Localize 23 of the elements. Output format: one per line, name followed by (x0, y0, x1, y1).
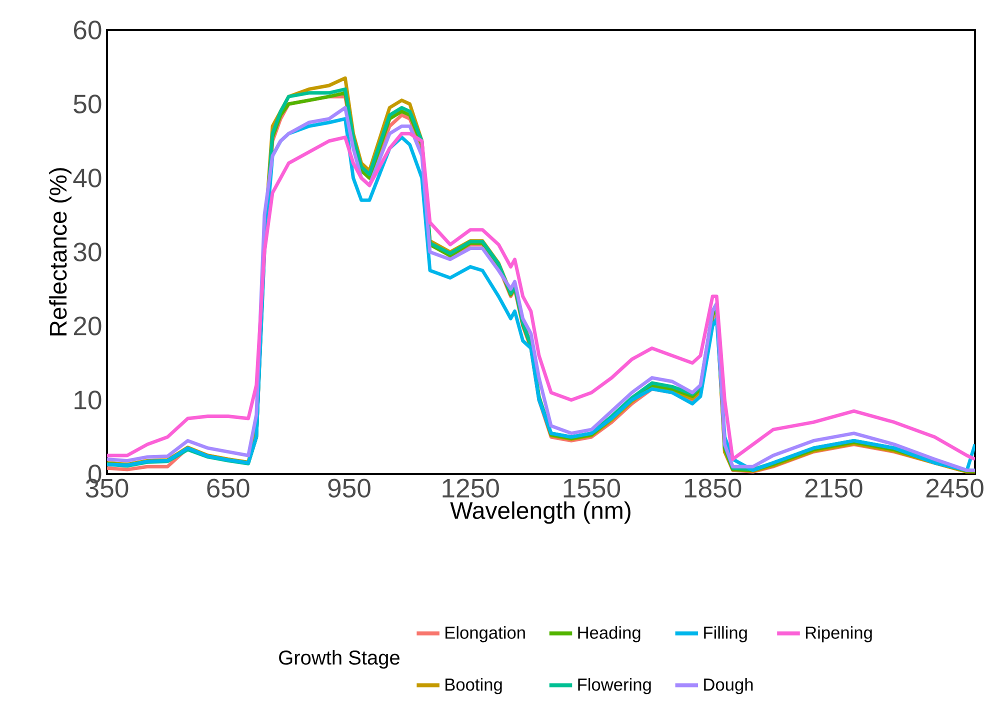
legend-label: Flowering (578, 678, 651, 694)
legend-label: Booting (446, 678, 502, 694)
x-tick-label: 2450 (926, 478, 984, 498)
x-tick-label: 1550 (564, 478, 620, 498)
x-tick-label: 950 (328, 478, 370, 498)
y-axis-title: Reflectance (%) (49, 168, 72, 336)
y-tick-label: 30 (74, 242, 102, 262)
legend-label: Filling (704, 626, 747, 642)
legend-label: Elongation (446, 626, 525, 642)
x-tick-label: 1850 (684, 478, 742, 498)
y-tick-label: 10 (74, 390, 102, 410)
y-tick-label: 60 (74, 20, 102, 40)
x-tick-label: 2150 (805, 478, 862, 498)
y-tick-label: 50 (74, 94, 102, 114)
legend-label: Heading (578, 626, 640, 642)
y-tick-label: 40 (73, 168, 102, 188)
legend-label: Ripening (806, 626, 872, 642)
y-tick-label: 20 (74, 316, 102, 336)
x-axis-title: Wavelength (nm) (450, 501, 630, 524)
x-tick-label: 650 (207, 478, 250, 498)
x-tick-label: 1250 (442, 478, 499, 498)
legend-label: Dough (704, 678, 753, 694)
legend-title: Growth Stage (279, 650, 400, 669)
